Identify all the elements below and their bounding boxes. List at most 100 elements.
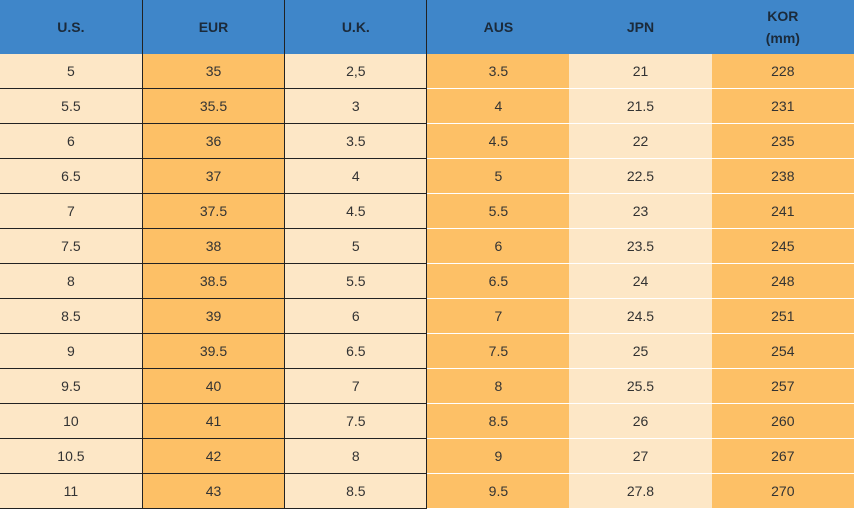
table-cell: 37 xyxy=(142,158,286,194)
table-cell: 36 xyxy=(142,123,286,159)
table-cell: 22.5 xyxy=(569,158,712,194)
table-cell: 254 xyxy=(711,333,854,369)
table-row: 8 38.5 5.5 6.5 24 248 xyxy=(0,263,854,299)
table-cell: 241 xyxy=(711,193,854,229)
table-cell: 245 xyxy=(711,228,854,264)
table-cell: 24 xyxy=(569,263,712,299)
table-cell: 7 xyxy=(426,298,570,334)
table-cell: 267 xyxy=(711,438,854,474)
table-cell: 9.5 xyxy=(426,473,570,509)
table-cell: 8.5 xyxy=(284,473,428,509)
table-cell: 2,5 xyxy=(284,54,428,89)
column-header: U.S. xyxy=(0,0,143,54)
table-cell: 25.5 xyxy=(569,368,712,404)
table-row: 9.5 40 7 8 25.5 257 xyxy=(0,368,854,404)
table-row: 8.5 39 6 7 24.5 251 xyxy=(0,298,854,334)
table-cell: 7.5 xyxy=(426,333,570,369)
table-cell: 26 xyxy=(569,403,712,439)
table-row: 5 35 2,5 3.5 21 228 xyxy=(0,54,854,89)
table-cell: 42 xyxy=(142,438,286,474)
table-cell: 35.5 xyxy=(142,88,286,124)
table-cell: 35 xyxy=(142,54,286,89)
column-header: KOR (mm) xyxy=(711,0,854,54)
column-header: EUR xyxy=(142,0,286,54)
table-cell: 8 xyxy=(284,438,428,474)
table-cell: 39.5 xyxy=(142,333,286,369)
table-cell: 39 xyxy=(142,298,286,334)
table-cell: 6.5 xyxy=(426,263,570,299)
table-cell: 38 xyxy=(142,228,286,264)
table-cell: 5 xyxy=(284,228,428,264)
table-cell: 248 xyxy=(711,263,854,299)
table-cell: 41 xyxy=(142,403,286,439)
table-cell: 27 xyxy=(569,438,712,474)
table-row: 7.5 38 5 6 23.5 245 xyxy=(0,228,854,264)
table-cell: 38.5 xyxy=(142,263,286,299)
table-row: 5.5 35.5 3 4 21.5 231 xyxy=(0,88,854,124)
table-cell: 4 xyxy=(426,88,570,124)
table-body: 5 35 2,5 3.5 21 228 5.5 35.5 3 4 21.5 231 6 36 3.5 4.5 2… xyxy=(0,54,854,509)
table-cell: 21 xyxy=(569,54,712,89)
table-cell: 8 xyxy=(0,263,143,299)
table-cell: 7.5 xyxy=(0,228,143,264)
table-cell: 27.8 xyxy=(569,473,712,509)
table-cell: 6 xyxy=(426,228,570,264)
table-cell: 8.5 xyxy=(0,298,143,334)
table-row: 10 41 7.5 8.5 26 260 xyxy=(0,403,854,439)
table-cell: 10.5 xyxy=(0,438,143,474)
table-cell: 43 xyxy=(142,473,286,509)
table-row: 11 43 8.5 9.5 27.8 270 xyxy=(0,473,854,509)
table-cell: 11 xyxy=(0,473,143,509)
table-cell: 7.5 xyxy=(284,403,428,439)
table-cell: 231 xyxy=(711,88,854,124)
table-cell: 6 xyxy=(0,123,143,159)
table-cell: 5 xyxy=(0,54,143,89)
table-cell: 6.5 xyxy=(284,333,428,369)
table-cell: 9 xyxy=(0,333,143,369)
table-cell: 37.5 xyxy=(142,193,286,229)
table-cell: 6 xyxy=(284,298,428,334)
column-header: U.K. xyxy=(284,0,428,54)
table-row: 10.5 42 8 9 27 267 xyxy=(0,438,854,474)
table-cell: 251 xyxy=(711,298,854,334)
table-cell: 235 xyxy=(711,123,854,159)
table-cell: 5 xyxy=(426,158,570,194)
column-header: JPN xyxy=(569,0,712,54)
table-cell: 5.5 xyxy=(0,88,143,124)
table-cell: 10 xyxy=(0,403,143,439)
table-row: 6.5 37 4 5 22.5 238 xyxy=(0,158,854,194)
table-cell: 270 xyxy=(711,473,854,509)
table-cell: 8 xyxy=(426,368,570,404)
table-cell: 3.5 xyxy=(284,123,428,159)
table-cell: 7 xyxy=(284,368,428,404)
table-cell: 3 xyxy=(284,88,428,124)
table-cell: 9 xyxy=(426,438,570,474)
column-header: AUS xyxy=(426,0,570,54)
table-cell: 228 xyxy=(711,54,854,89)
table-cell: 8.5 xyxy=(426,403,570,439)
table-cell: 23 xyxy=(569,193,712,229)
table-cell: 21.5 xyxy=(569,88,712,124)
table-cell: 6.5 xyxy=(0,158,143,194)
table-cell: 260 xyxy=(711,403,854,439)
table-cell: 4.5 xyxy=(426,123,570,159)
header-row: U.S. EUR U.K. AUS JPN KOR (mm) xyxy=(0,0,854,54)
table-cell: 7 xyxy=(0,193,143,229)
table-cell: 24.5 xyxy=(569,298,712,334)
table-cell: 4 xyxy=(284,158,428,194)
table-row: 6 36 3.5 4.5 22 235 xyxy=(0,123,854,159)
table-cell: 25 xyxy=(569,333,712,369)
table-cell: 40 xyxy=(142,368,286,404)
table-cell: 5.5 xyxy=(284,263,428,299)
table-cell: 22 xyxy=(569,123,712,159)
table-row: 9 39.5 6.5 7.5 25 254 xyxy=(0,333,854,369)
table-cell: 5.5 xyxy=(426,193,570,229)
table-cell: 4.5 xyxy=(284,193,428,229)
table-cell: 257 xyxy=(711,368,854,404)
table-cell: 3.5 xyxy=(426,54,570,89)
table-row: 7 37.5 4.5 5.5 23 241 xyxy=(0,193,854,229)
table-cell: 238 xyxy=(711,158,854,194)
table-cell: 9.5 xyxy=(0,368,143,404)
